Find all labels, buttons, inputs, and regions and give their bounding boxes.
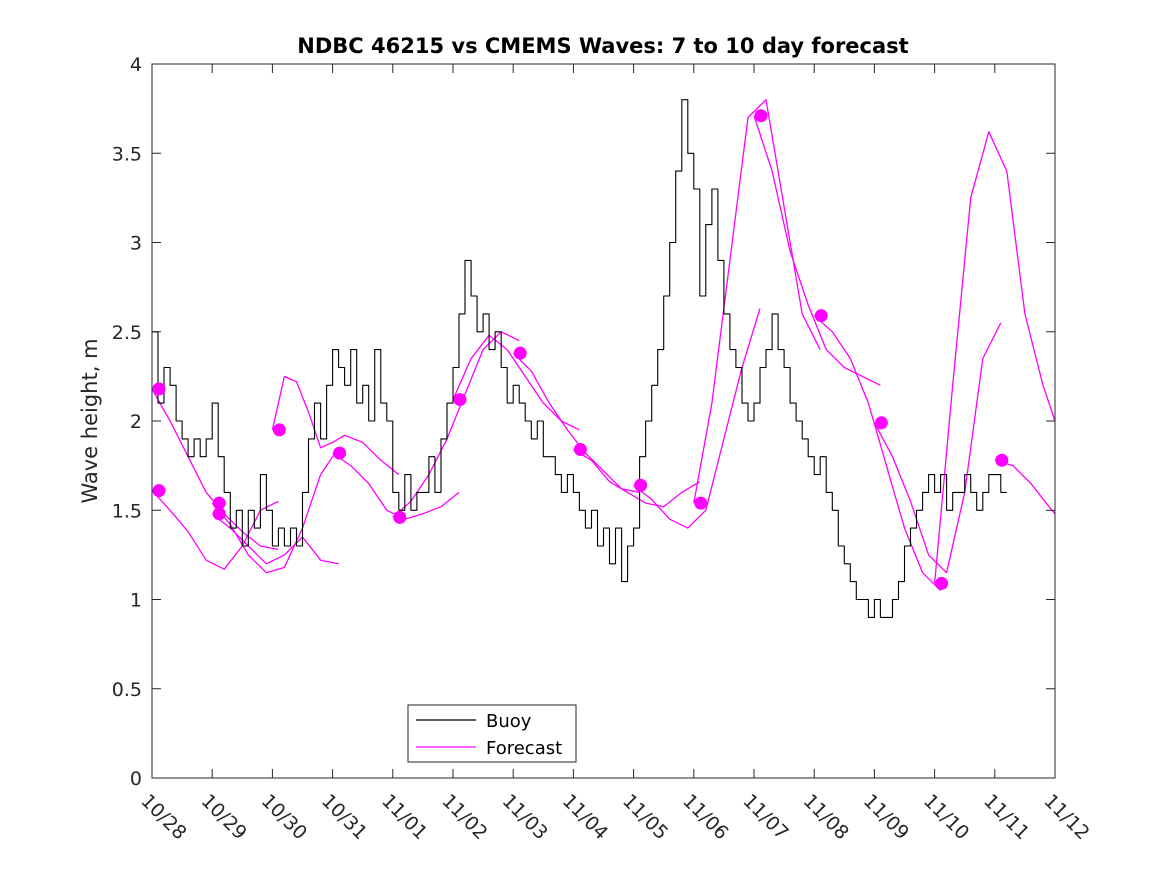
x-tick-label: 11/11 <box>979 790 1033 844</box>
forecast-series-line <box>392 331 520 518</box>
x-tick-label: 11/07 <box>738 790 792 844</box>
y-tick-label: 4 <box>130 54 142 76</box>
forecast-start-marker <box>754 109 768 123</box>
forecast-start-marker <box>393 510 407 524</box>
legend: Buoy Forecast <box>407 704 577 763</box>
forecast-start-marker <box>212 507 226 521</box>
forecast-start-marker <box>874 416 888 430</box>
legend-buoy-label: Buoy <box>486 711 532 732</box>
forecast-start-marker <box>814 309 828 323</box>
forecast-start-markers <box>152 109 1009 590</box>
forecast-start-marker <box>935 576 949 590</box>
forecast-series-line <box>211 447 340 574</box>
x-tick-label: 11/03 <box>498 790 552 844</box>
forecast-series-line <box>512 352 640 494</box>
plot-background <box>152 64 1055 778</box>
legend-box <box>407 704 577 763</box>
y-tick-label: 1.5 <box>112 500 142 522</box>
forecast-start-marker <box>212 496 226 510</box>
forecast-series-line <box>753 115 881 386</box>
buoy-series-line <box>152 99 1007 618</box>
forecast-start-marker <box>152 382 166 396</box>
forecast-series-line <box>633 308 761 529</box>
forecast-series-line <box>151 490 279 570</box>
y-axis: 0 0.5 1 1.5 2 2.5 3 3.5 4 <box>112 54 1055 790</box>
x-tick-label: 11/12 <box>1039 790 1093 844</box>
x-tick-label: 11/09 <box>859 790 913 844</box>
forecast-series-line <box>573 449 701 508</box>
forecast-start-marker <box>453 393 467 407</box>
y-tick-label: 3 <box>130 233 142 255</box>
forecast-series-line <box>693 99 821 504</box>
chart-title: NDBC 46215 vs CMEMS Waves: 7 to 10 day f… <box>297 34 908 58</box>
x-tick-label: 10/29 <box>197 790 251 844</box>
x-tick-label: 11/08 <box>799 790 853 844</box>
x-tick-label: 10/31 <box>317 790 371 844</box>
y-tick-label: 0.5 <box>112 679 142 701</box>
forecast-series-line <box>271 375 400 476</box>
y-tick-label: 3.5 <box>112 143 142 165</box>
forecast-series-line <box>933 131 1056 584</box>
forecast-start-marker <box>513 346 527 360</box>
forecast-start-marker <box>694 496 708 510</box>
x-tick-label: 11/04 <box>558 790 612 844</box>
forecast-start-marker <box>272 423 286 437</box>
forecast-series-line <box>452 334 580 431</box>
forecast-start-marker <box>995 453 1009 467</box>
y-tick-label: 1 <box>130 590 142 612</box>
y-axis-label: Wave height, m <box>78 338 102 503</box>
forecast-series-line <box>873 322 1002 574</box>
y-tick-label: 2 <box>130 411 142 433</box>
forecast-start-marker <box>634 478 648 492</box>
x-tick-label: 10/30 <box>257 790 311 844</box>
legend-forecast-label: Forecast <box>486 738 562 759</box>
forecast-start-marker <box>573 443 587 457</box>
y-tick-label: 0 <box>130 768 142 790</box>
x-tick-label: 11/06 <box>678 790 732 844</box>
forecast-start-marker <box>152 484 166 498</box>
forecast-series-line <box>211 513 339 565</box>
x-tick-label: 11/01 <box>377 790 431 844</box>
x-tick-label: 11/05 <box>618 790 672 844</box>
forecast-series-line <box>813 315 942 592</box>
x-tick-label: 11/10 <box>919 790 973 844</box>
x-tick-label: 10/28 <box>136 790 190 844</box>
x-tick-label: 11/02 <box>437 790 491 844</box>
forecast-start-marker <box>333 446 347 460</box>
y-tick-label: 2.5 <box>112 322 142 344</box>
buoy-line <box>152 99 1007 618</box>
